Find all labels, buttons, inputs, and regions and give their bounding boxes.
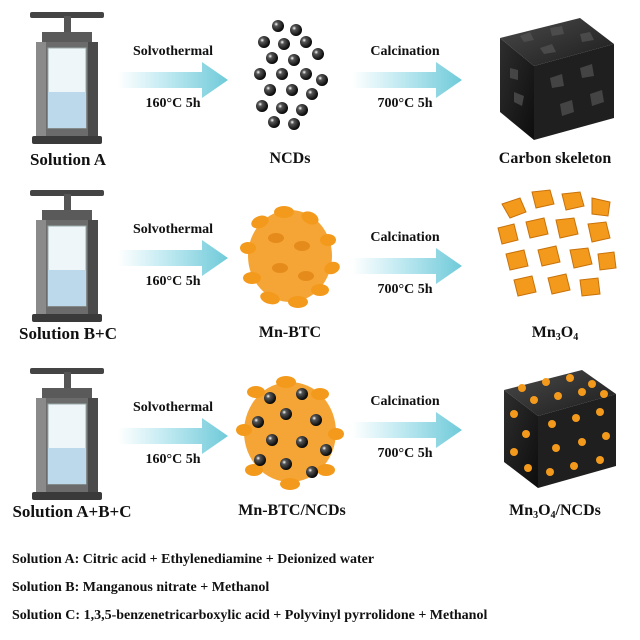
step1-name: Solvothermal <box>132 44 214 59</box>
ncds-particles-icon <box>254 20 328 130</box>
step1-name: Solvothermal <box>132 400 214 415</box>
process-arrow-icon <box>352 248 462 284</box>
legend-solution-b: Solution B: Manganous nitrate + Methanol <box>12 580 270 595</box>
row-carbon-skeleton: Solution A Solvothermal 160°C 5h NCDs Ca… <box>0 0 640 176</box>
solution-label: Solution A+B+C <box>12 502 132 521</box>
step1-condition: 160°C 5h <box>145 452 201 467</box>
step2-name: Calcination <box>370 394 440 409</box>
process-arrow-icon <box>352 412 462 448</box>
autoclave-reactor-icon <box>29 11 105 145</box>
legend-solution-c: Solution C: 1,3,5-benzenetricarboxylic a… <box>12 608 488 623</box>
process-arrow-icon <box>118 418 228 454</box>
step2-name: Calcination <box>370 44 440 59</box>
solution-label: Solution A <box>29 150 107 169</box>
step1-condition: 160°C 5h <box>145 274 201 289</box>
mn-btc-particles-icon <box>240 206 340 308</box>
step1-name: Solvothermal <box>132 222 214 237</box>
intermediate-label: Mn-BTC/NCDs <box>238 502 346 519</box>
process-arrow-icon <box>118 240 228 276</box>
autoclave-reactor-icon <box>29 367 105 501</box>
row-mn3o4: Solution B+C Solvothermal 160°C 5h Mn-BT… <box>0 178 640 354</box>
step1-condition: 160°C 5h <box>145 96 201 111</box>
step2-condition: 700°C 5h <box>377 282 433 297</box>
legend-solution-a: Solution A: Citric acid + Ethylenediamin… <box>12 552 375 567</box>
step2-condition: 700°C 5h <box>377 446 433 461</box>
row-mn3o4-ncds: Solution A+B+C Solvothermal 160°C 5h Mn-… <box>0 356 640 532</box>
mn-btc-ncds-particles-icon <box>236 376 344 490</box>
step2-name: Calcination <box>370 230 440 245</box>
product-label: Carbon skeleton <box>498 150 612 167</box>
intermediate-label: NCDs <box>269 150 311 167</box>
process-arrow-icon <box>118 62 228 98</box>
mn3o4-framework-icon <box>497 189 617 297</box>
product-label: Mn3O4/NCDs <box>509 502 601 521</box>
step2-condition: 700°C 5h <box>377 96 433 111</box>
solution-label: Solution B+C <box>18 324 118 343</box>
mn3o4-ncds-cube-icon <box>504 370 616 488</box>
intermediate-label: Mn-BTC <box>258 324 322 341</box>
product-label: Mn3O4 <box>531 324 579 343</box>
process-arrow-icon <box>352 62 462 98</box>
autoclave-reactor-icon <box>29 189 105 323</box>
carbon-skeleton-cube-icon <box>500 18 614 140</box>
